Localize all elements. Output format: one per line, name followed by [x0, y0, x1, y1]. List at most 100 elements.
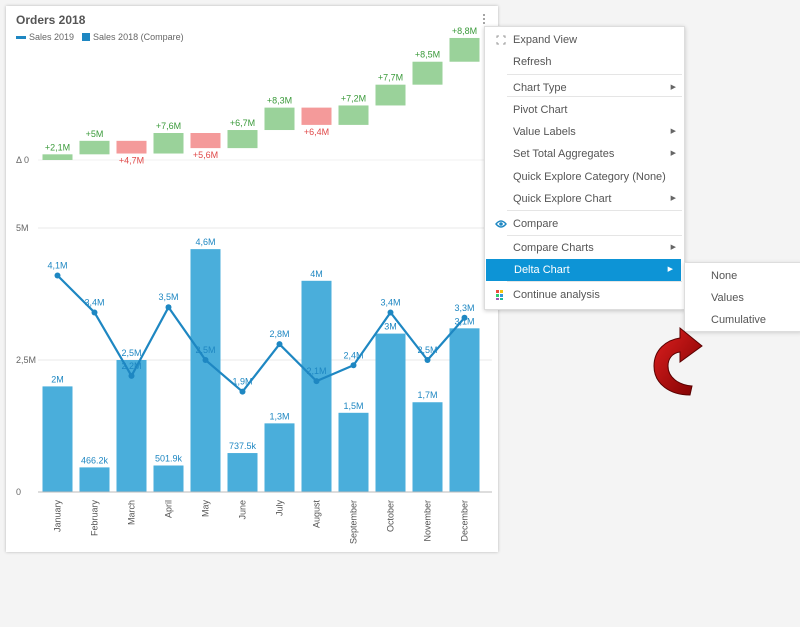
- delta-bar-january: [42, 154, 73, 160]
- delta-value-label: +5M: [86, 129, 104, 139]
- menu-item-refresh[interactable]: Refresh: [485, 51, 684, 73]
- y-tick-label: 2,5M: [16, 355, 36, 365]
- x-tick-label: November: [423, 500, 433, 542]
- bar-april: [153, 465, 184, 492]
- delta-bar-september: [338, 105, 369, 125]
- menu-item-label: Expand View: [513, 34, 578, 46]
- chevron-right-icon: ▶: [670, 244, 676, 251]
- delta-option-label: Values: [711, 292, 744, 304]
- menu-separator: [507, 74, 682, 75]
- delta-bar-july: [264, 107, 295, 131]
- bar-value-label: 737.5k: [229, 441, 257, 451]
- chart-title: Orders 2018: [16, 13, 86, 27]
- menu-item-value-labels[interactable]: Value Labels ▶: [485, 121, 684, 143]
- delta-option-values[interactable]: Values: [685, 287, 800, 309]
- x-tick-label: October: [386, 500, 396, 532]
- menu-item-set-total-aggregates[interactable]: Set Total Aggregates ▶: [485, 143, 684, 165]
- menu-item-chart-type[interactable]: Chart Type ▶: [485, 77, 684, 99]
- line-point-may: [202, 357, 209, 363]
- line-point-october: [387, 309, 394, 316]
- bar-december: [449, 328, 480, 492]
- line-value-label: 4,1M: [47, 261, 67, 271]
- menu-item-expand-view[interactable]: Expand View: [485, 29, 684, 51]
- menu-item-label: Value Labels: [513, 126, 576, 138]
- line-sales-2019: [56, 274, 466, 394]
- menu-item-label: Compare Charts: [513, 242, 594, 254]
- line-point-september: [350, 362, 357, 369]
- bar-swatch-icon: [82, 33, 91, 41]
- curved-arrow-icon: [653, 326, 703, 396]
- menu-item-label: Refresh: [513, 56, 552, 68]
- line-point-february: [91, 309, 98, 316]
- line-value-label: 3,4M: [84, 297, 104, 307]
- menu-item-label: Continue analysis: [513, 289, 600, 301]
- menu-item-label: Set Total Aggregates: [513, 148, 615, 160]
- bar-value-label: 3M: [384, 322, 397, 332]
- eye-icon: [494, 213, 508, 238]
- bar-february: [79, 467, 110, 492]
- line-swatch-icon: [16, 35, 26, 39]
- bar-july: [264, 423, 295, 492]
- menu-item-delta-chart[interactable]: Delta Chart ▶: [486, 259, 681, 281]
- delta-bar-february: [79, 140, 110, 155]
- x-tick-label: December: [460, 500, 470, 542]
- menu-item-quick-explore-category-none[interactable]: Quick Explore Category (None): [485, 166, 684, 188]
- delta-value-label: +4,7M: [119, 156, 144, 166]
- more-options-icon[interactable]: [480, 13, 488, 29]
- bar-june: [227, 453, 258, 492]
- bar-value-label: 501.9k: [155, 453, 183, 463]
- line-value-label: 2,5M: [195, 345, 215, 355]
- menu-item-label: Compare: [513, 218, 559, 230]
- line-value-label: 2,8M: [269, 329, 289, 339]
- y-tick-label: 0: [16, 487, 21, 497]
- chevron-right-icon: ▶: [670, 150, 676, 157]
- line-value-label: 3,5M: [158, 292, 178, 302]
- delta-value-label: +8,8M: [452, 26, 477, 36]
- delta-value-label: +2,1M: [45, 142, 70, 152]
- bar-september: [338, 412, 369, 492]
- x-tick-label: July: [275, 500, 285, 517]
- menu-item-label: Quick Explore Chart: [513, 193, 612, 205]
- chevron-right-icon: ▶: [670, 84, 676, 91]
- expand-icon: [494, 29, 508, 54]
- menu-item-pivot-chart[interactable]: Pivot Chart: [485, 99, 684, 121]
- line-point-march: [128, 372, 135, 379]
- x-tick-label: January: [53, 500, 63, 533]
- delta-bar-march: [116, 140, 147, 154]
- menu-item-quick-explore-chart[interactable]: Quick Explore Chart ▶: [485, 188, 684, 210]
- delta-value-label: +7,2M: [341, 93, 366, 103]
- line-value-label: 2,5M: [417, 345, 437, 355]
- legend-line-label[interactable]: Sales 2019: [29, 32, 75, 42]
- legend-bar-label[interactable]: Sales 2018 (Compare): [93, 32, 184, 42]
- x-tick-label: September: [349, 500, 359, 544]
- menu-item-compare[interactable]: Compare: [485, 213, 684, 235]
- line-value-label: 2,4M: [343, 350, 363, 360]
- delta-option-none[interactable]: None: [685, 265, 800, 287]
- delta-bar-october: [375, 84, 406, 106]
- bar-value-label: 4,6M: [195, 237, 215, 247]
- menu-item-compare-charts[interactable]: Compare Charts ▶: [485, 237, 684, 259]
- chevron-right-icon: ▶: [670, 128, 676, 135]
- menu-item-label: Quick Explore Category (None): [513, 171, 666, 183]
- bar-value-label: 3,1M: [454, 316, 474, 326]
- bar-value-label: 466.2k: [81, 455, 109, 465]
- menu-item-label: Chart Type: [513, 82, 567, 94]
- bar-march: [116, 360, 147, 492]
- grid-icon: [494, 284, 508, 309]
- delta-option-label: Cumulative: [711, 314, 767, 326]
- line-value-label: 2,1M: [306, 366, 326, 376]
- delta-bar-april: [153, 133, 184, 154]
- delta-option-cumulative[interactable]: Cumulative: [685, 309, 800, 331]
- chevron-right-icon: ▶: [670, 195, 676, 202]
- menu-item-continue-analysis[interactable]: Continue analysis: [485, 284, 684, 306]
- bar-value-label: 4M: [310, 269, 323, 279]
- bar-value-label: 1,5M: [343, 401, 363, 411]
- menu-separator: [507, 281, 682, 282]
- line-value-label: 3,3M: [454, 303, 474, 313]
- line-point-june: [239, 388, 246, 395]
- bar-value-label: 2M: [51, 374, 64, 384]
- line-point-november: [424, 357, 431, 363]
- chart-card: Orders 2018 Sales 2019 Sales 2018 (Compa…: [6, 6, 498, 552]
- delta-bar-august: [301, 107, 332, 125]
- delta-chart-submenu: None Values Cumulative: [684, 262, 800, 332]
